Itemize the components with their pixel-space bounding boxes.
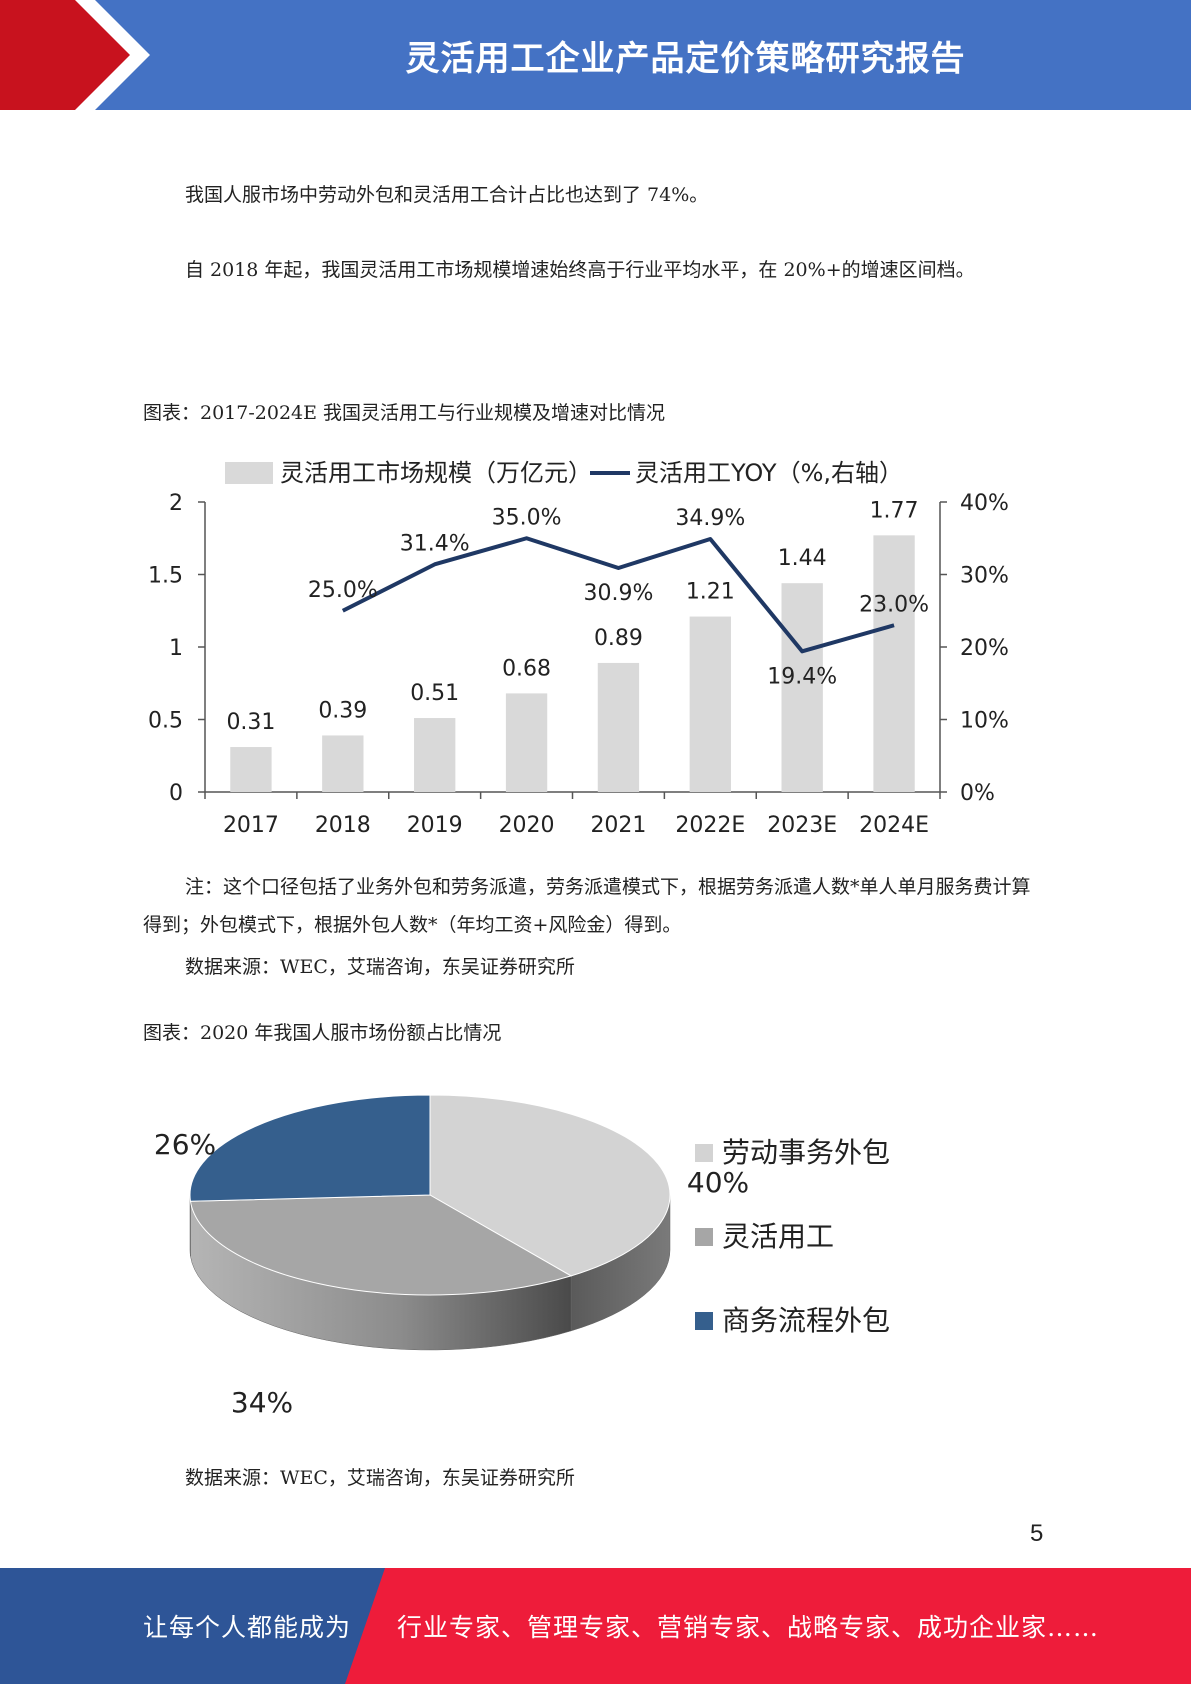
- pie-slice: [189, 1094, 431, 1202]
- footer-banner: [0, 1568, 1191, 1684]
- bar: [873, 535, 915, 792]
- left-tick-label: 1: [169, 636, 183, 661]
- bar-value-label: 0.68: [502, 656, 551, 681]
- left-tick-label: 1.5: [148, 564, 183, 589]
- yoy-line: [341, 536, 895, 654]
- page-header: 灵活用工企业产品定价策略研究报告: [0, 0, 1191, 110]
- header-banner: [0, 0, 1191, 110]
- legend-swatch: [695, 1228, 713, 1246]
- left-tick-label: 0.5: [148, 709, 183, 734]
- yoy-value-label: 23.0%: [859, 592, 929, 617]
- x-tick-label: 2020: [499, 813, 555, 838]
- chart-note: 注：这个口径包括了业务外包和劳务派遣，劳务派遣模式下，根据劳务派遣人数*单人单月…: [143, 876, 1031, 936]
- pie-percent-label: 26%: [154, 1128, 216, 1161]
- bar: [414, 718, 456, 792]
- paragraph-2: 自 2018 年起，我国灵活用工市场规模增速始终高于行业平均水平，在 20%+的…: [185, 259, 975, 281]
- legend-swatch-bar: [225, 462, 273, 484]
- x-tick-label: 2024E: [859, 813, 929, 838]
- x-tick-label: 2018: [315, 813, 371, 838]
- bar-value-label: 0.31: [226, 710, 275, 735]
- footer-slogan-left: 让每个人都能成为: [143, 1613, 352, 1642]
- x-tick-label: 2022E: [675, 813, 745, 838]
- source-note-2: 数据来源：WEC，艾瑞咨询，东吴证券研究所: [185, 1467, 575, 1489]
- page-footer: 让每个人都能成为 行业专家、管理专家、营销专家、战略专家、成功企业家……: [0, 1568, 1191, 1684]
- yoy-value-label: 30.9%: [583, 581, 653, 606]
- pie-slice: [189, 1194, 573, 1296]
- bar-value-label: 1.21: [686, 580, 735, 605]
- pie-slice: [429, 1094, 671, 1277]
- x-tick-label: 2017: [223, 813, 279, 838]
- footer-slogan-right: 行业专家、管理专家、营销专家、战略专家、成功企业家……: [397, 1613, 1100, 1642]
- yoy-value-label: 35.0%: [492, 505, 562, 530]
- bar: [781, 583, 823, 792]
- x-tick-label: 2021: [590, 813, 646, 838]
- bar-value-label: 0.51: [410, 681, 459, 706]
- pie-percent-label: 34%: [231, 1386, 293, 1419]
- legend-swatch: [695, 1144, 713, 1162]
- yoy-value-label: 19.4%: [767, 664, 837, 689]
- pie-percent-label: 40%: [687, 1166, 749, 1199]
- legend-swatch: [695, 1312, 713, 1330]
- legend-label: 商务流程外包: [722, 1304, 890, 1337]
- left-tick-label: 0: [169, 781, 183, 806]
- figure-1-caption: 图表：2017-2024E 我国灵活用工与行业规模及增速对比情况: [143, 402, 666, 424]
- bar-value-label: 1.44: [778, 546, 827, 571]
- figure-2-caption: 图表：2020 年我国人服市场份额占比情况: [143, 1022, 502, 1044]
- legend-label: 劳动事务外包: [722, 1136, 890, 1169]
- x-tick-label: 2023E: [767, 813, 837, 838]
- page-number: 5: [1030, 1520, 1044, 1547]
- yoy-value-label: 25.0%: [308, 578, 378, 603]
- left-tick-label: 2: [169, 491, 183, 516]
- combo-chart: 灵活用工市场规模（万亿元） 灵活用工YOY（%,右轴）00.511.520%10%…: [148, 459, 1009, 838]
- bar: [505, 693, 548, 792]
- bar: [689, 616, 731, 792]
- bar-value-label: 1.77: [870, 498, 919, 523]
- bar: [597, 662, 640, 792]
- legend-label-bar: 灵活用工市场规模（万亿元）: [280, 459, 592, 487]
- document-title: 灵活用工企业产品定价策略研究报告: [405, 38, 966, 79]
- bar-value-label: 0.39: [318, 698, 367, 723]
- right-tick-label: 20%: [960, 636, 1009, 661]
- chart-legend: 灵活用工市场规模（万亿元） 灵活用工YOY（%,右轴）: [225, 459, 903, 487]
- right-tick-label: 30%: [960, 564, 1009, 589]
- legend-label: 灵活用工: [722, 1220, 834, 1253]
- yoy-value-label: 31.4%: [400, 531, 470, 556]
- right-tick-label: 10%: [960, 709, 1009, 734]
- source-note-1: 数据来源：WEC，艾瑞咨询，东吴证券研究所: [185, 956, 575, 978]
- right-tick-label: 40%: [960, 491, 1009, 516]
- bar: [322, 735, 364, 792]
- paragraph-1: 我国人服市场中劳动外包和灵活用工合计占比也达到了 74%。: [185, 184, 709, 206]
- right-tick-label: 0%: [960, 781, 995, 806]
- bar-value-label: 0.89: [594, 626, 643, 651]
- bar: [230, 747, 272, 792]
- yoy-value-label: 34.9%: [675, 506, 745, 531]
- legend-label-line: 灵活用工YOY（%,右轴）: [635, 459, 903, 487]
- x-tick-label: 2019: [407, 813, 463, 838]
